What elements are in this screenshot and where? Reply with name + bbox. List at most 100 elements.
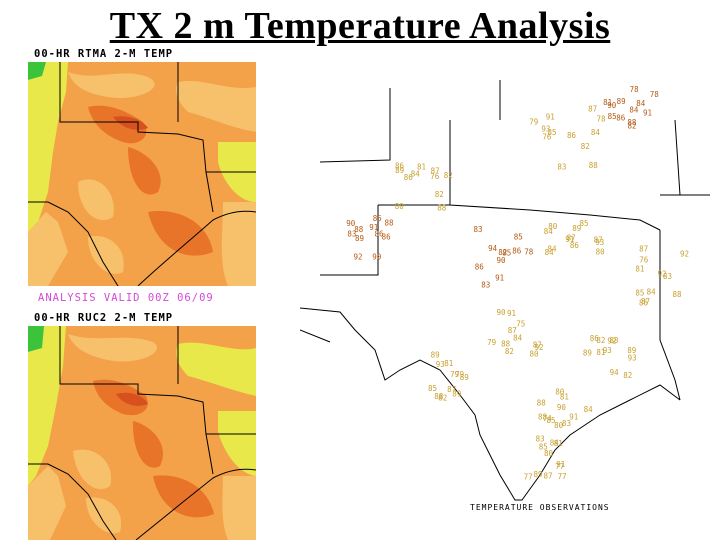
temperature-observation: 81 xyxy=(417,163,426,172)
temperature-observation: 88 xyxy=(589,161,599,170)
temperature-observation: 92 xyxy=(680,249,689,258)
temperature-observation: 87 xyxy=(431,166,440,175)
slide-title: TX 2 m Temperature Analysis xyxy=(109,5,611,47)
temperature-observation: 82 xyxy=(438,393,447,402)
temperature-observation: 88 xyxy=(385,219,395,228)
temperature-observation: 92 xyxy=(535,343,544,352)
temperature-observation: 89 xyxy=(572,224,581,233)
temperature-observation: 88 xyxy=(437,204,447,213)
temperature-observation: 81 xyxy=(444,359,453,368)
temperature-observation: 91 xyxy=(556,460,565,469)
temperature-observation: 83 xyxy=(474,225,483,234)
temperature-observation: 86 xyxy=(590,334,600,343)
temperature-observation: 85 xyxy=(514,233,523,242)
temperature-observation: 80 xyxy=(548,222,558,231)
temperature-observation: 76 xyxy=(542,132,552,141)
temperature-observation: 93 xyxy=(628,354,637,363)
temperature-observation: 86 xyxy=(382,233,392,242)
temperature-observation: 88 xyxy=(627,118,637,127)
temperature-observation: 85 xyxy=(539,442,548,451)
temperature-observation: 83 xyxy=(562,419,571,428)
temperature-observation: 90 xyxy=(346,219,356,228)
temperature-observation: 94 xyxy=(488,244,498,253)
temperature-observation: 87 xyxy=(639,244,648,253)
temperature-observation: 79 xyxy=(455,370,464,379)
temperature-observation: 84 xyxy=(647,287,657,296)
temperature-observation: 91 xyxy=(495,273,504,282)
temperature-observation: 90 xyxy=(497,308,507,317)
temperature-observation: 85 xyxy=(428,384,437,393)
temperature-observation: 90 xyxy=(372,253,382,262)
temperature-observation: 89 xyxy=(355,234,364,243)
temperature-observation: 76 xyxy=(430,172,440,181)
temperature-observation: 77 xyxy=(558,472,567,481)
temperature-observation: 88 xyxy=(537,399,547,408)
temperature-observation: 92 xyxy=(607,337,616,346)
temperature-observation: 90 xyxy=(557,403,567,412)
temperature-observation: 91 xyxy=(369,223,378,232)
temperature-observation: 93 xyxy=(436,360,445,369)
temperature-observations-map: 84 79 87 80 86 82 88 81 85 83 89 77 90 78 91 76 92 75 93 74… xyxy=(299,80,720,540)
ruc-panel-label: 00-HR RUC2 2-M TEMP xyxy=(34,312,174,324)
temperature-observation: 85 xyxy=(548,128,557,137)
temperature-observation: 80 xyxy=(555,387,565,396)
temperature-observation: 89 xyxy=(617,97,626,106)
temperature-observation: 84 xyxy=(584,405,594,414)
analysis-valid-label: ANALYSIS VALID 00Z 06/09 xyxy=(38,292,214,304)
temperature-observation: 87 xyxy=(544,472,553,481)
temperature-observation: 90 xyxy=(497,256,507,265)
temperature-observation: 78 xyxy=(630,85,640,94)
temperature-observation: 77 xyxy=(555,462,564,471)
temperature-observations-caption: TEMPERATURE OBSERVATIONS xyxy=(470,503,610,512)
temperature-observation: 84 xyxy=(411,170,421,179)
temperature-observation: 84 xyxy=(591,128,601,137)
temperature-observation: 89 xyxy=(627,346,636,355)
temperature-observation: 93 xyxy=(603,346,612,355)
temperature-observation: 83 xyxy=(347,230,356,239)
temperature-observation: 85 xyxy=(635,288,644,297)
temperature-observation: 75 xyxy=(516,320,525,329)
temperature-observation: 77 xyxy=(524,473,533,482)
temperature-observation: 89 xyxy=(395,166,404,175)
temperature-observation: 88 xyxy=(609,336,619,345)
temperature-observation: 81 xyxy=(603,98,612,107)
temperature-observation: 91 xyxy=(569,413,578,422)
temperature-observation: 89 xyxy=(583,349,592,358)
temperature-observation: 83 xyxy=(536,434,545,443)
temperature-observation: 76 xyxy=(639,256,649,265)
temperature-observation: 89 xyxy=(452,390,461,399)
temperature-observation: 91 xyxy=(565,235,574,244)
temperature-observation: 88 xyxy=(538,413,548,422)
rtma-panel-label: 00-HR RTMA 2-M TEMP xyxy=(34,48,174,60)
temperature-observation: 83 xyxy=(481,280,490,289)
temperature-observation: 86 xyxy=(375,229,385,238)
temperature-observation: 79 xyxy=(450,370,459,379)
temperature-observation: 82 xyxy=(628,122,637,131)
temperature-observation: 84 xyxy=(636,99,646,108)
temperature-observation: 80 xyxy=(530,350,540,359)
temperature-observation: 85 xyxy=(373,214,382,223)
temperature-observation: 81 xyxy=(596,348,605,357)
temperature-observation: 84 xyxy=(544,227,554,236)
temperature-observation: 86 xyxy=(404,173,414,182)
temperature-observation: 81 xyxy=(554,439,563,448)
temperature-observation: 87 xyxy=(567,233,576,242)
temperature-observation: 80 xyxy=(554,421,564,430)
temperature-observation: 91 xyxy=(507,309,516,318)
temperature-observation: 83 xyxy=(557,162,566,171)
temperature-observation: 88 xyxy=(354,225,364,234)
temperature-observation: 91 xyxy=(643,109,652,118)
temperature-observation: 86 xyxy=(567,131,577,140)
temperature-observation: 86 xyxy=(475,263,485,272)
temperature-observation: 87 xyxy=(594,236,603,245)
temperature-observation: 87 xyxy=(641,297,650,306)
temperature-observation: 82 xyxy=(596,336,605,345)
temperature-observation: 86 xyxy=(639,299,649,308)
temperature-observation: 85 xyxy=(580,219,589,228)
temperature-observation: 82 xyxy=(444,171,453,180)
temperature-observation: 79 xyxy=(487,338,496,347)
temperature-observation: 85 xyxy=(502,248,511,257)
temperature-observation: 80 xyxy=(596,247,606,256)
temperature-observation: 90 xyxy=(607,101,617,110)
temperature-observation: 87 xyxy=(533,340,542,349)
